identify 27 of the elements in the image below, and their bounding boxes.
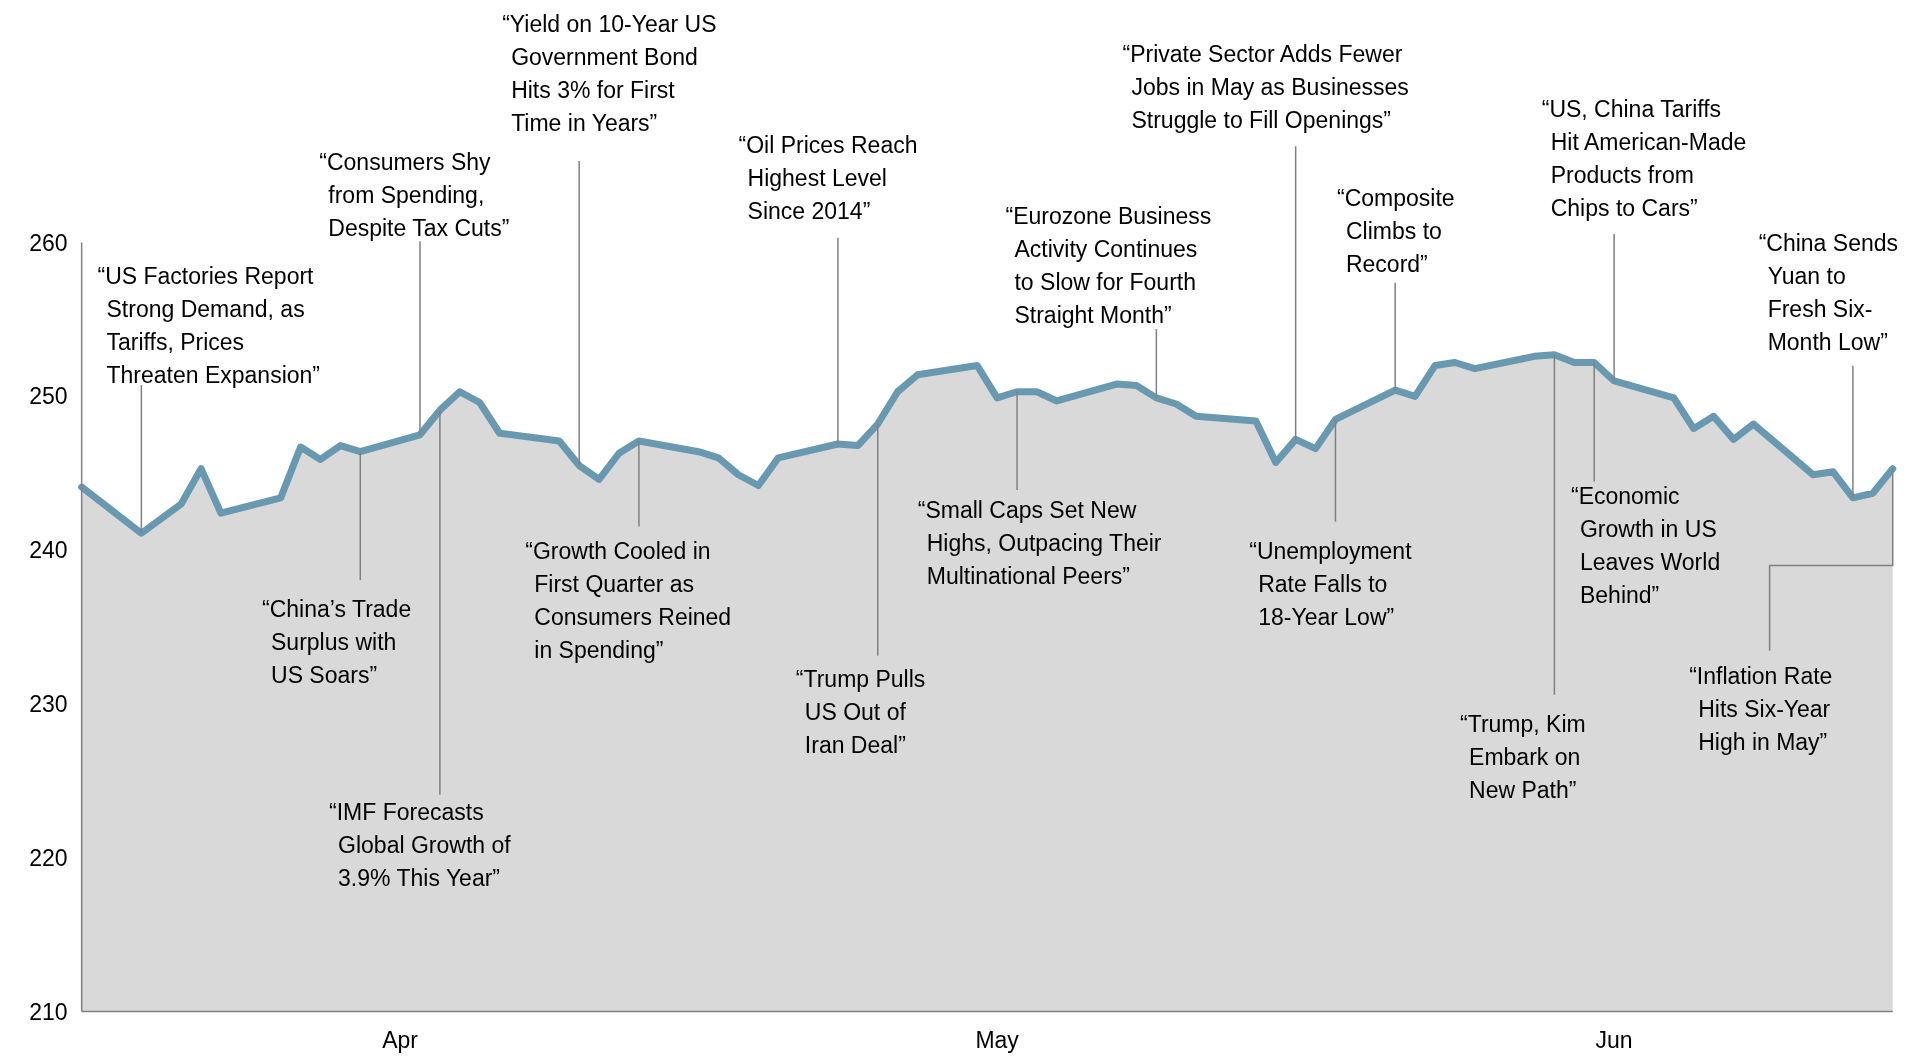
annotation: “China Sends Yuan to Fresh Six- Month Low” [1758,229,1899,355]
annotation: “Oil Prices Reach Highest Level Since 2014” [738,132,918,225]
annotation: “Eurozone Business Activity Continues to Slow for Fourth Straight Month” [1005,203,1212,329]
annotation: “Unemployment Rate Falls to 18-Year Low” [1249,538,1413,631]
annotation: “Inflation Rate Hits Six-Year High in May” [1689,662,1833,755]
y-tick-label: 210 [29,998,68,1025]
annotation: “Trump Pulls US Out of Iran Deal” [795,666,926,759]
y-tick-label: 260 [29,229,68,256]
y-tick-label: 230 [29,691,68,717]
annotation: “Composite Climbs to Record” [1336,184,1455,277]
annotation: “Consumers Shy from Spending, Despite Tax Cuts” [319,149,510,242]
x-tick-label: Apr [382,1026,419,1053]
annotation: “Growth Cooled in First Quarter as Consumers Reined in Spending” [525,538,732,664]
y-tick-label: 250 [29,383,68,410]
annotation: “China’s Trade Surplus with US Soars” [262,595,412,688]
x-tick-label: May [975,1026,1020,1053]
annotation: “Trump, Kim Embark on New Path” [1460,711,1586,804]
annotation: “IMF Forecasts Global Growth of 3.9% This Year” [329,799,512,892]
annotation: “Private Sector Adds Fewer Jobs in May as Businesses Struggle to Fill Openings” [1122,41,1409,133]
x-tick-label: Jun [1595,1026,1633,1053]
annotation: “US, China Tariffs Hit American-Made Products from Chips to Cars” [1541,95,1747,221]
annotation: “Economic Growth in US Leaves World Behind” [1570,483,1721,609]
y-tick-label: 240 [29,537,68,564]
y-tick-label: 220 [29,844,68,871]
annotation: “US Factories Report Strong Demand, as Tariffs, Prices Threaten Expansion” [97,262,321,388]
annotation: “Small Caps Set New Highs, Outpacing Their Multinational Peers” [917,496,1162,589]
annotation: “Yield on 10-Year US Government Bond Hits 3% for First Time in Years” [502,10,717,136]
